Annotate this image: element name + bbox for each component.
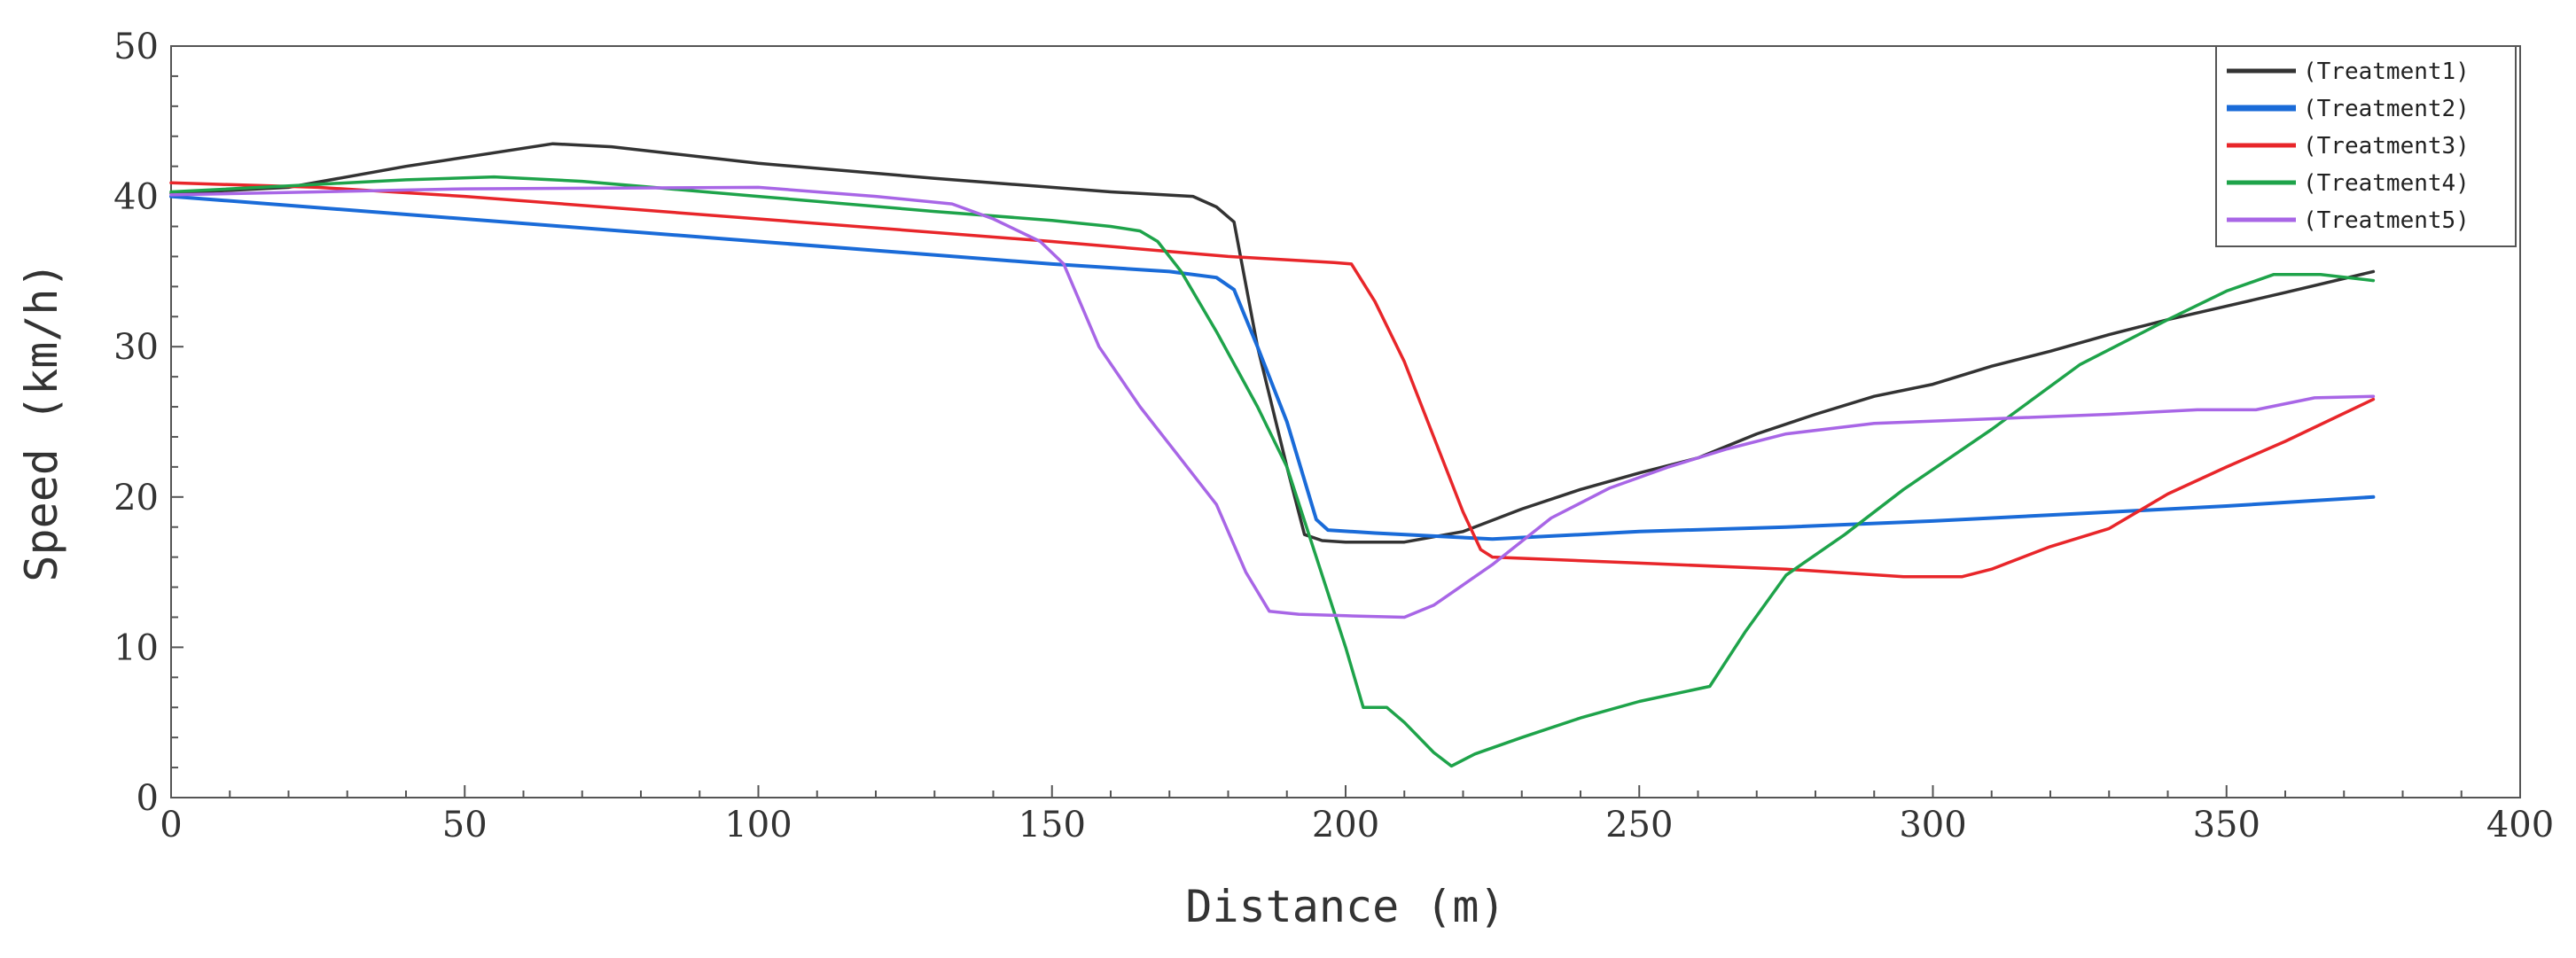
series-line-treatment3 [169,181,2376,579]
x-tick-label: 100 [724,805,792,845]
series-lines [169,142,2376,768]
y-tick-label: 30 [113,327,159,368]
legend-label: (Treatment5) [2303,207,2470,234]
x-tick-label: 200 [1312,805,1379,845]
x-axis-title: Distance (m) [1185,881,1505,932]
series-line-treatment1 [169,142,2376,544]
legend-label: (Treatment1) [2303,58,2470,85]
series-line-treatment4 [169,175,2376,768]
x-tick-label: 50 [442,805,488,845]
x-tick-label: 0 [160,805,182,845]
series-line-treatment5 [169,185,2376,619]
axis-ticks: 0 50 100 150 200 250 300 350 400 0 10 20 30 40 50 [113,27,2554,845]
legend-label: (Treatment2) [2303,96,2470,122]
y-tick-label: 40 [113,177,159,218]
y-tick-label: 0 [137,778,159,819]
legend: (Treatment1) (Treatment2) (Treatment3) (Tre… [2215,45,2517,247]
y-tick-label: 20 [113,478,159,518]
legend-label: (Treatment4) [2303,170,2470,197]
y-tick-label: 10 [113,627,159,668]
x-tick-label: 250 [1605,805,1673,845]
x-tick-label: 150 [1019,805,1086,845]
legend-label: (Treatment3) [2303,133,2470,160]
y-tick-label: 50 [113,27,159,67]
x-tick-label: 350 [2193,805,2260,845]
plot-area [170,45,2521,798]
y-axis-title: Speed (km/h) [16,261,67,581]
x-tick-label: 300 [1899,805,1966,845]
series-line-treatment2 [169,194,2376,541]
x-tick-label: 400 [2486,805,2554,845]
